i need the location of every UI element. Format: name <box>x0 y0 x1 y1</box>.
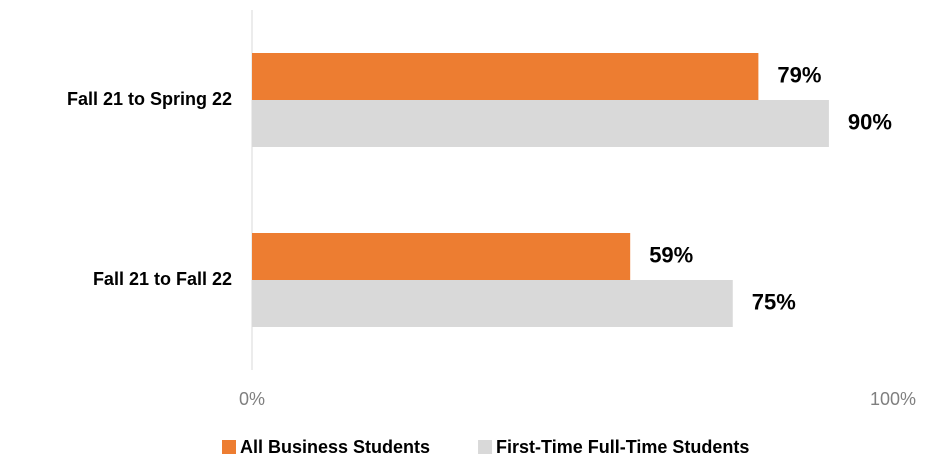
value-label: 79% <box>777 62 821 87</box>
x-tick-label: 0% <box>239 389 265 409</box>
legend-label: All Business Students <box>240 437 430 457</box>
legend-swatch <box>222 440 236 454</box>
value-label: 75% <box>752 289 796 314</box>
bar <box>252 233 631 280</box>
x-tick-label: 100% <box>870 389 916 409</box>
legend-label: First-Time Full-Time Students <box>496 437 749 457</box>
bar <box>252 53 759 100</box>
legend-swatch <box>478 440 493 454</box>
bar <box>252 100 829 147</box>
value-label: 90% <box>848 109 892 134</box>
y-tick-label: Fall 21 to Fall 22 <box>93 269 232 289</box>
bar <box>252 280 733 327</box>
value-label: 59% <box>649 242 693 267</box>
y-tick-label: Fall 21 to Spring 22 <box>67 89 232 109</box>
